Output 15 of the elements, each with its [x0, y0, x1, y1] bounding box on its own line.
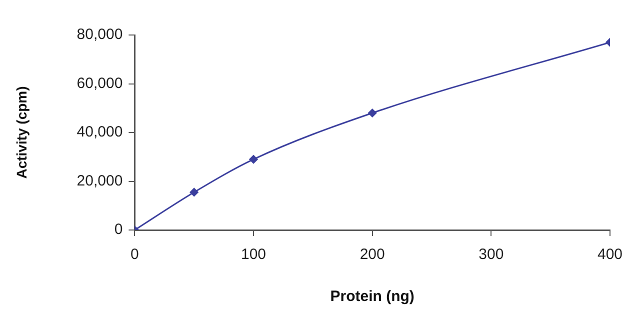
- x-tick-label: 100: [240, 246, 266, 264]
- y-tick-label: 0: [114, 221, 123, 238]
- x-tick-label: 200: [360, 246, 385, 264]
- x-tick-label: 400: [597, 246, 623, 264]
- point: [368, 108, 377, 118]
- point: [249, 155, 258, 164]
- point: [190, 188, 198, 196]
- y-tick-label: 20,000: [76, 172, 123, 190]
- y-tick-label: 40,000: [76, 124, 123, 141]
- x-axis-title: Protein (ng): [330, 288, 414, 306]
- y-tick-label: 60,000: [76, 74, 123, 92]
- y-tick-label: 80,000: [76, 26, 123, 44]
- x-tick-label: 300: [478, 246, 504, 264]
- y-axis-title: Activity (cpm): [13, 86, 30, 179]
- x-tick-label: 0: [130, 246, 139, 264]
